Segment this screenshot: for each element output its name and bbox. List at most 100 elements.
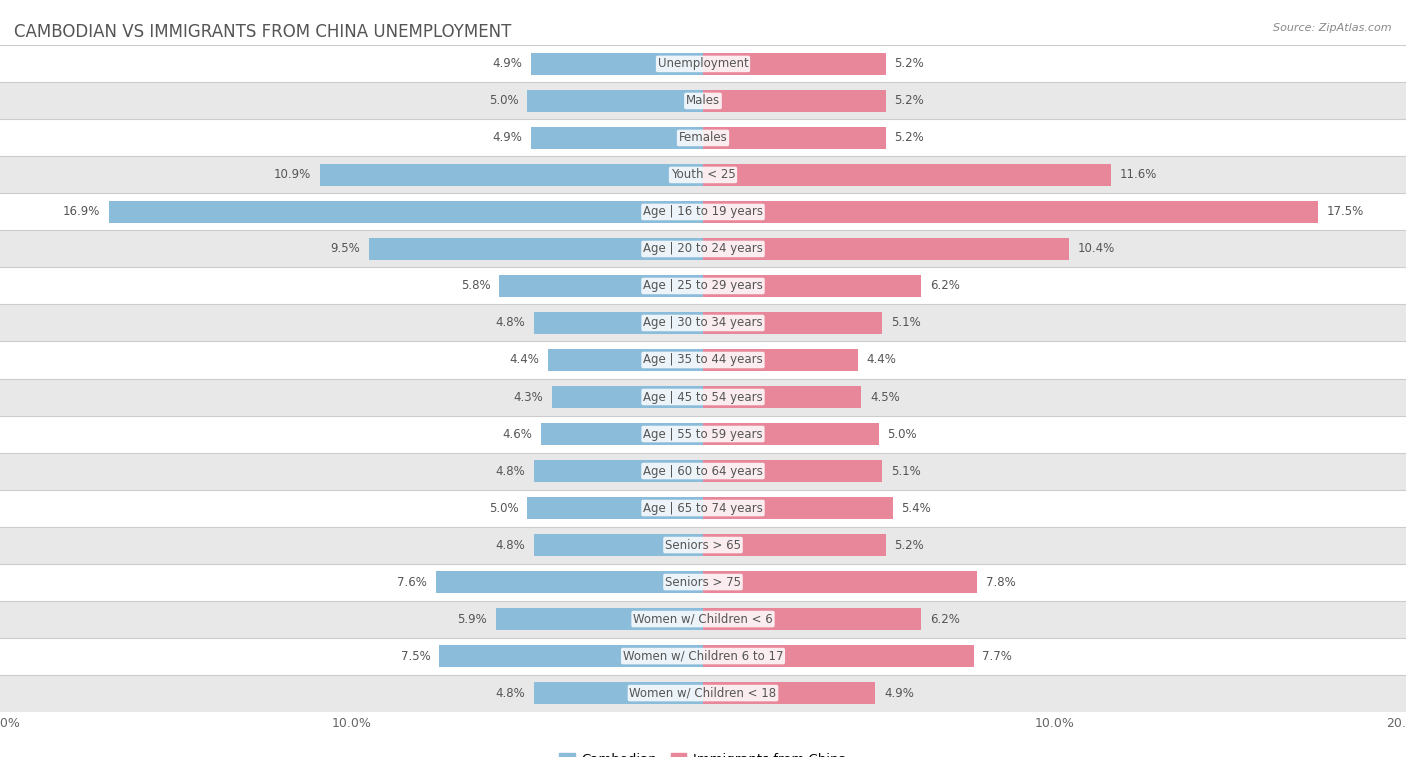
Text: Age | 60 to 64 years: Age | 60 to 64 years [643, 465, 763, 478]
Bar [0, 304, 1406, 341]
Text: 7.7%: 7.7% [983, 650, 1012, 662]
Text: Women w/ Children < 6: Women w/ Children < 6 [633, 612, 773, 625]
Text: 4.4%: 4.4% [510, 354, 540, 366]
Bar [534, 534, 703, 556]
Bar [0, 600, 1406, 637]
Text: 7.5%: 7.5% [401, 650, 430, 662]
Bar [496, 608, 703, 630]
Bar [703, 349, 858, 371]
Bar [703, 164, 1111, 186]
Text: Age | 30 to 34 years: Age | 30 to 34 years [643, 316, 763, 329]
Bar [0, 490, 1406, 527]
Bar [0, 453, 1406, 490]
Bar [0, 416, 1406, 453]
Bar [703, 275, 921, 297]
Bar [703, 497, 893, 519]
Bar [703, 127, 886, 149]
Bar [703, 645, 973, 667]
Text: Males: Males [686, 95, 720, 107]
Bar [436, 571, 703, 593]
Bar [703, 534, 886, 556]
Bar [110, 201, 703, 223]
Bar [703, 460, 883, 482]
Text: Seniors > 75: Seniors > 75 [665, 575, 741, 588]
Text: Age | 45 to 54 years: Age | 45 to 54 years [643, 391, 763, 403]
Bar [541, 423, 703, 445]
Text: 4.4%: 4.4% [866, 354, 896, 366]
Bar [531, 53, 703, 75]
Bar [534, 312, 703, 334]
Bar [548, 349, 703, 371]
Bar [527, 90, 703, 112]
Bar [703, 312, 883, 334]
Text: 4.6%: 4.6% [503, 428, 533, 441]
Bar [499, 275, 703, 297]
Bar [534, 460, 703, 482]
Text: 10.4%: 10.4% [1077, 242, 1115, 255]
Text: Seniors > 65: Seniors > 65 [665, 538, 741, 552]
Text: 10.9%: 10.9% [274, 169, 311, 182]
Text: 5.4%: 5.4% [901, 502, 931, 515]
Bar [0, 230, 1406, 267]
Bar [0, 83, 1406, 120]
Bar [703, 201, 1319, 223]
Bar [703, 53, 886, 75]
Text: 6.2%: 6.2% [929, 612, 959, 625]
Text: 4.5%: 4.5% [870, 391, 900, 403]
Text: 4.9%: 4.9% [492, 132, 522, 145]
Bar [321, 164, 703, 186]
Text: 5.9%: 5.9% [457, 612, 486, 625]
Text: 4.8%: 4.8% [496, 538, 526, 552]
Text: Age | 25 to 29 years: Age | 25 to 29 years [643, 279, 763, 292]
Text: 5.2%: 5.2% [894, 95, 924, 107]
Bar [703, 682, 875, 704]
Bar [0, 194, 1406, 230]
Text: 4.9%: 4.9% [884, 687, 914, 699]
Bar [0, 378, 1406, 416]
Bar [551, 386, 703, 408]
Bar [531, 127, 703, 149]
Bar [0, 120, 1406, 157]
Bar [0, 563, 1406, 600]
Bar [703, 608, 921, 630]
Text: 7.6%: 7.6% [398, 575, 427, 588]
Text: 5.0%: 5.0% [489, 502, 519, 515]
Bar [534, 682, 703, 704]
Text: Youth < 25: Youth < 25 [671, 169, 735, 182]
Text: 4.3%: 4.3% [513, 391, 543, 403]
Bar [703, 571, 977, 593]
Text: 7.8%: 7.8% [986, 575, 1015, 588]
Text: 4.8%: 4.8% [496, 316, 526, 329]
Text: 4.9%: 4.9% [492, 58, 522, 70]
Text: 11.6%: 11.6% [1119, 169, 1157, 182]
Bar [0, 157, 1406, 194]
Text: Age | 16 to 19 years: Age | 16 to 19 years [643, 205, 763, 219]
Text: Females: Females [679, 132, 727, 145]
Bar [0, 637, 1406, 674]
Text: Unemployment: Unemployment [658, 58, 748, 70]
Text: Age | 35 to 44 years: Age | 35 to 44 years [643, 354, 763, 366]
Text: 5.0%: 5.0% [887, 428, 917, 441]
Text: 16.9%: 16.9% [63, 205, 100, 219]
Bar [703, 90, 886, 112]
Bar [703, 238, 1069, 260]
Text: 5.0%: 5.0% [489, 95, 519, 107]
Bar [0, 45, 1406, 83]
Text: Age | 55 to 59 years: Age | 55 to 59 years [643, 428, 763, 441]
Text: 9.5%: 9.5% [330, 242, 360, 255]
Bar [0, 341, 1406, 378]
Legend: Cambodian, Immigrants from China: Cambodian, Immigrants from China [554, 748, 852, 757]
Bar [439, 645, 703, 667]
Text: 5.2%: 5.2% [894, 58, 924, 70]
Text: 6.2%: 6.2% [929, 279, 959, 292]
Text: Age | 20 to 24 years: Age | 20 to 24 years [643, 242, 763, 255]
Bar [703, 386, 860, 408]
Text: Women w/ Children < 18: Women w/ Children < 18 [630, 687, 776, 699]
Text: 5.1%: 5.1% [891, 465, 921, 478]
Bar [0, 267, 1406, 304]
Text: 5.8%: 5.8% [461, 279, 491, 292]
Bar [0, 674, 1406, 712]
Text: 4.8%: 4.8% [496, 687, 526, 699]
Bar [527, 497, 703, 519]
Text: 17.5%: 17.5% [1327, 205, 1364, 219]
